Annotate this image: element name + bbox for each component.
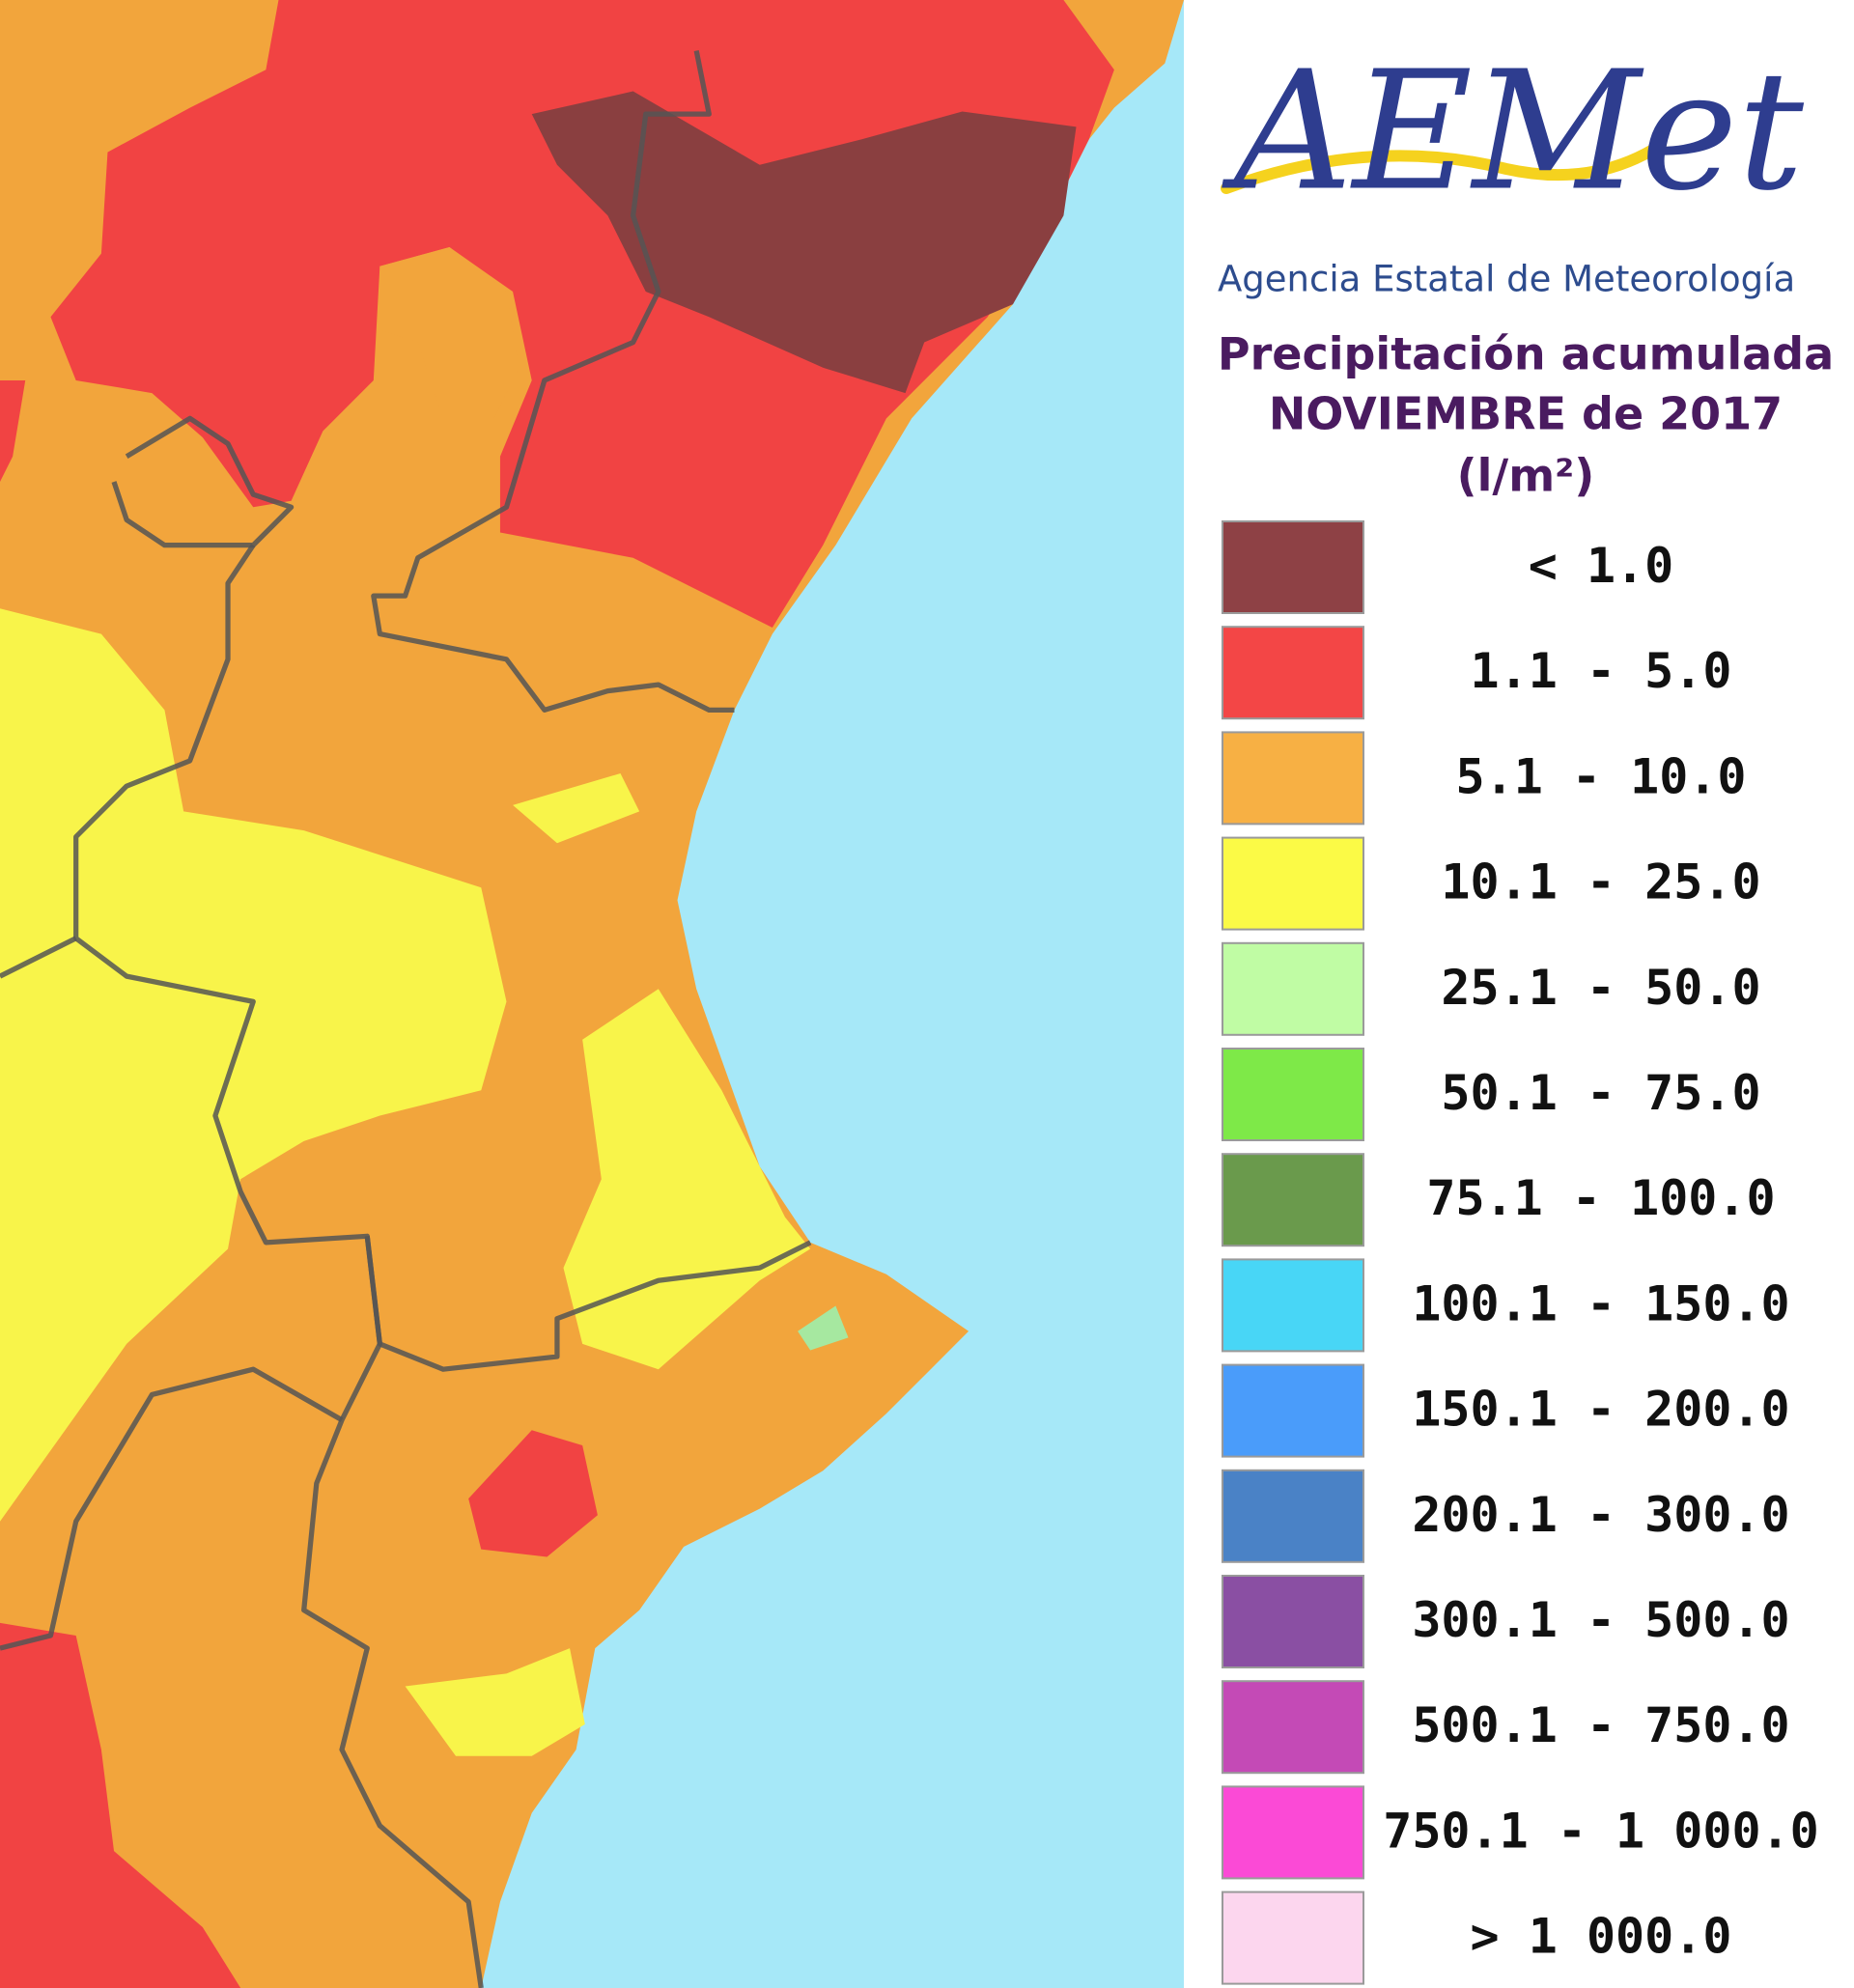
legend-swatch (1222, 941, 1364, 1036)
legend-label: 750.1 - 1 000.0 (1383, 1803, 1819, 1859)
region-border (301, 1236, 484, 1988)
region-border (0, 1366, 344, 1651)
title: Precipitación acumulada (1218, 328, 1834, 380)
unit: (l/m²) (1457, 450, 1595, 502)
legend-swatch (1222, 1575, 1364, 1668)
legend-swatch (1222, 1048, 1364, 1141)
logo: AEMet (1222, 36, 1805, 227)
legend-label: > 1 000.0 (1471, 1909, 1732, 1965)
legend-label: 25.1 - 50.0 (1441, 960, 1760, 1016)
legend-label: < 1.0 (1529, 538, 1674, 594)
legend-label: 50.1 - 75.0 (1441, 1065, 1760, 1121)
legend-label: 75.1 - 100.0 (1426, 1170, 1775, 1226)
zone-10-25-coast (563, 989, 811, 1370)
land-5-10 (0, 0, 1184, 1988)
zone-5-10-inner (379, 247, 520, 419)
legend-label: 200.1 - 300.0 (1412, 1487, 1789, 1543)
legend-swatch (1222, 520, 1364, 614)
legend-swatch (1222, 836, 1364, 931)
agency-name: Agencia Estatal de Meteorología (1218, 259, 1795, 300)
region-border (0, 936, 77, 979)
logo-swoosh (1221, 139, 1667, 194)
legend: < 1.0 1.1 - 5.0 5.1 - 10.0 10.1 - 25.0 25.1 … (1222, 520, 1819, 1985)
region-border (73, 544, 812, 1372)
legend-swatch (1222, 1785, 1364, 1880)
subtitle: NOVIEMBRE de 2017 (1269, 388, 1783, 440)
region-border (371, 50, 735, 713)
region-border (111, 415, 295, 548)
legend-swatch (1222, 1153, 1364, 1247)
legend-label: 500.1 - 750.0 (1412, 1697, 1789, 1753)
legend-swatch (1222, 1469, 1364, 1563)
legend-label: 150.1 - 200.0 (1412, 1382, 1789, 1438)
legend-label: 100.1 - 150.0 (1412, 1275, 1789, 1331)
legend-swatch (1222, 1363, 1364, 1458)
zone-10-25-west (0, 608, 507, 1522)
legend-swatch (1222, 731, 1364, 826)
legend-swatch (1222, 1680, 1364, 1775)
map (0, 0, 1184, 1988)
zone-1-5-spot (468, 1430, 598, 1557)
legend-label: 5.1 - 10.0 (1455, 748, 1746, 804)
zone-under-1 (531, 91, 1077, 394)
zone-1-5-top-left (0, 379, 26, 482)
zone-10-25-spot (513, 773, 640, 844)
zone-25-50 (798, 1305, 849, 1351)
legend-label: 1.1 - 5.0 (1471, 643, 1732, 699)
legend-swatch (1222, 1890, 1364, 1985)
zone-10-25-south (405, 1648, 585, 1756)
legend-label: 10.1 - 25.0 (1441, 854, 1760, 910)
legend-swatch (1222, 1258, 1364, 1353)
legend-label: 300.1 - 500.0 (1412, 1592, 1789, 1648)
legend-swatch (1222, 626, 1364, 720)
zone-1-5-southwest (0, 1622, 241, 1988)
